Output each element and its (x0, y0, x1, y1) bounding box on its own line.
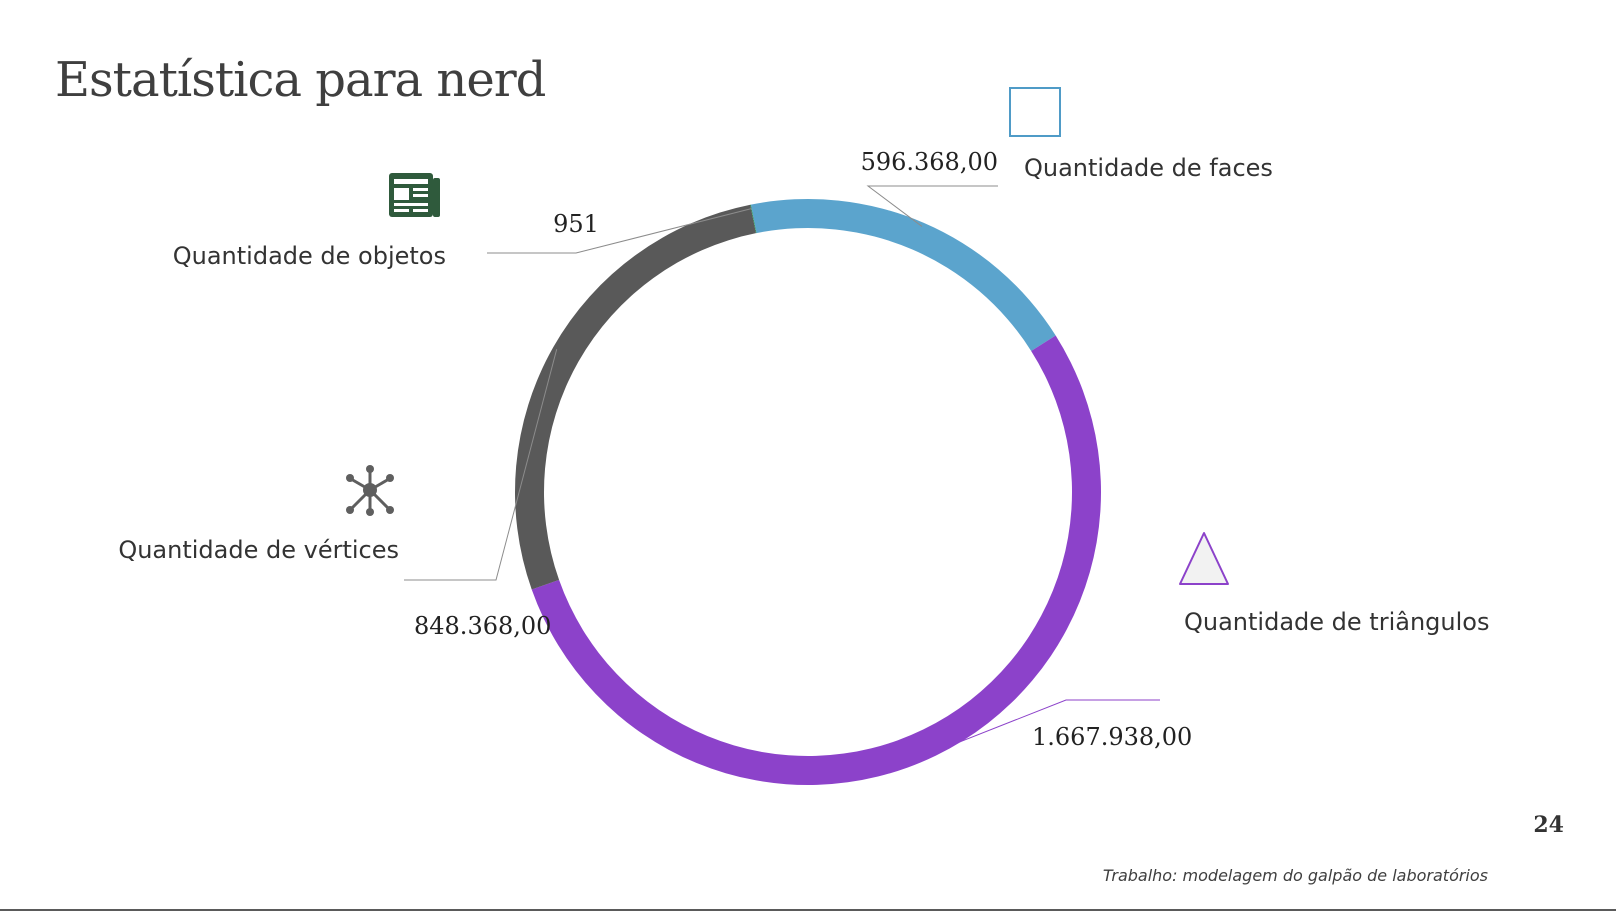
donut-segment (750, 199, 1056, 351)
category-label: Quantidade de triângulos (1184, 608, 1489, 636)
square-outline-icon (1009, 87, 1061, 137)
leader-line (404, 349, 558, 581)
leader-line (487, 208, 752, 254)
value-label: 596.368,00 (861, 148, 998, 176)
leader-line (866, 185, 998, 227)
donut-segment (531, 335, 1101, 785)
value-label: 1.667.938,00 (1032, 723, 1192, 751)
donut-ring (514, 199, 1101, 785)
donut-segment (750, 204, 757, 234)
network-hub-icon (346, 465, 394, 516)
slide-title: Estatística para nerd (55, 52, 546, 108)
page-number: 24 (1533, 812, 1564, 838)
leader-lines (404, 185, 1160, 753)
triangle-icon (1179, 532, 1229, 585)
bottom-divider (0, 909, 1616, 911)
donut-segment (514, 204, 756, 590)
leader-line (933, 699, 1160, 753)
chart-labels: 596.368,00 Quantidade de faces 1.667.938,0… (118, 148, 1489, 751)
newspaper-icon (389, 173, 440, 217)
value-label: 848.368,00 (414, 612, 551, 640)
value-label: 951 (553, 210, 599, 238)
category-label: Quantidade de vértices (118, 536, 399, 564)
footer-caption: Trabalho: modelagem do galpão de laborat… (1102, 866, 1488, 885)
category-label: Quantidade de objetos (173, 242, 446, 270)
category-label: Quantidade de faces (1024, 154, 1273, 182)
